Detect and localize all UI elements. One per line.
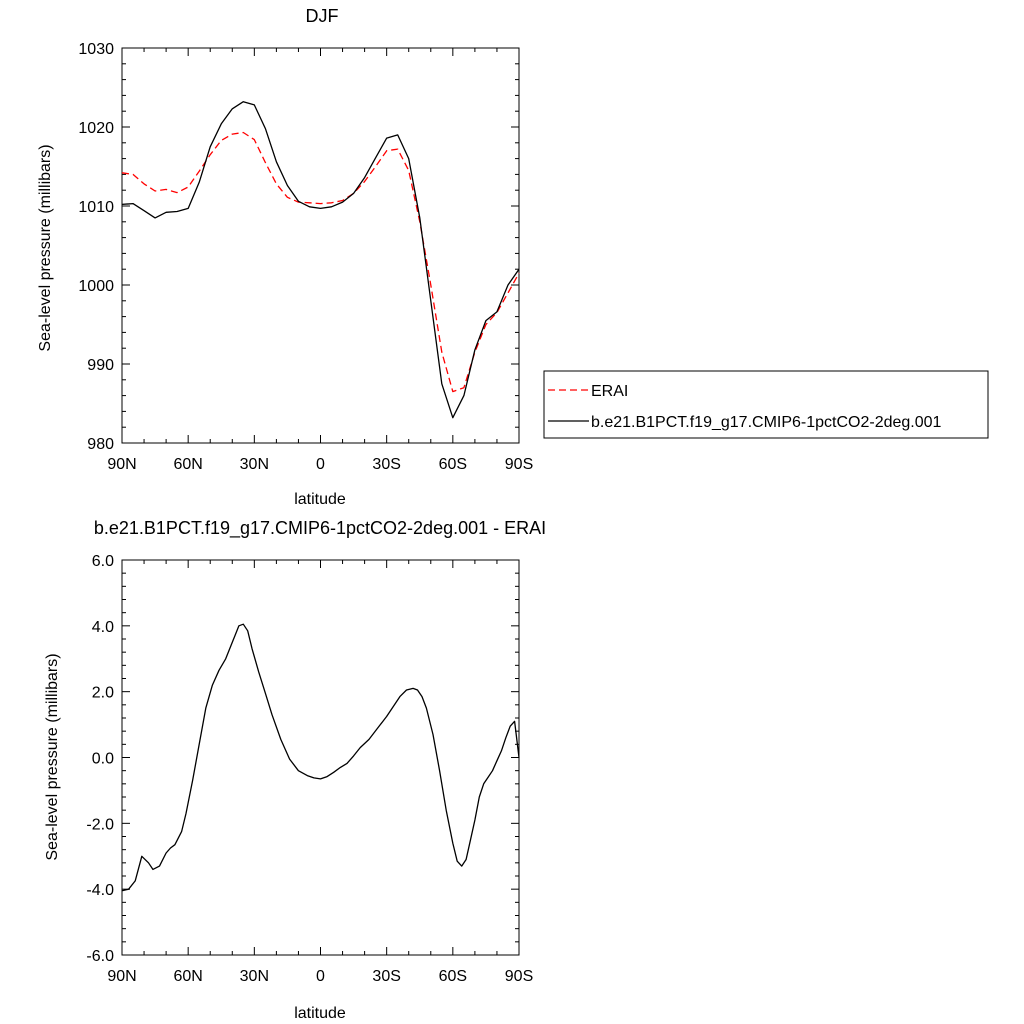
- panel-bottom-frame: [121, 559, 520, 956]
- panel-bottom-ytick-label: 6.0: [92, 553, 114, 570]
- panel-top-ylabel: Sea-level pressure (millibars): [37, 144, 54, 351]
- panel-top-xtick-label: 60N: [173, 456, 202, 473]
- panel-bottom-xtick-label: 90S: [505, 968, 533, 985]
- panel-bottom-ytick-label: 0.0: [92, 751, 114, 768]
- panel-bottom-ylabel: Sea-level pressure (millibars): [44, 653, 61, 860]
- panel-bottom-xtick-label: 30S: [372, 968, 400, 985]
- panel-top-xtick-label: 30N: [240, 456, 269, 473]
- legend-box: [543, 370, 989, 439]
- panel-bottom-xtick-label: 60N: [173, 968, 202, 985]
- panel-top-ytick-label: 990: [87, 357, 114, 374]
- panel-bottom-xlabel: latitude: [294, 1005, 346, 1022]
- panel-top-ytick-label: 980: [87, 436, 114, 453]
- panel-top-series: [121, 101, 520, 419]
- panel-bottom-ytick-label: 4.0: [92, 619, 114, 636]
- panel-top-xtick-label: 60S: [439, 456, 467, 473]
- panel-top-xtick-label: 0: [316, 456, 325, 473]
- panel-bottom: b.e21.B1PCT.f19_g17.CMIP6-1pctCO2-2deg.0…: [44, 518, 546, 1022]
- panel-top-xlabel: latitude: [294, 491, 346, 508]
- panel-top-ytick-label: 1000: [78, 278, 114, 295]
- panel-bottom-ytick-label: -4.0: [86, 882, 114, 899]
- panel-top-ytick-label: 1020: [78, 120, 114, 137]
- panel-bottom-xtick-label: 30N: [240, 968, 269, 985]
- panel-bottom-ytick-label: -2.0: [86, 816, 114, 833]
- legend-model-label: b.e21.B1PCT.f19_g17.CMIP6-1pctCO2-2deg.0…: [591, 414, 942, 431]
- legend: ERAI b.e21.B1PCT.f19_g17.CMIP6-1pctCO2-2…: [543, 370, 989, 439]
- panel-bottom-series-line-0: [121, 623, 520, 892]
- panel-bottom-title: b.e21.B1PCT.f19_g17.CMIP6-1pctCO2-2deg.0…: [94, 518, 546, 539]
- panel-bottom-series: [121, 623, 520, 892]
- panel-bottom-ticks: 90N 60N 30N 0 30S 60S 90S -6.0 -4.0 -2.0 0.0 2.0 4.0…: [86, 553, 533, 985]
- panel-top-series-line-1: [121, 101, 520, 419]
- panel-bottom-xtick-label: 60S: [439, 968, 467, 985]
- panel-top-xtick-label: 90N: [107, 456, 136, 473]
- panel-top-ytick-label: 1030: [78, 41, 114, 58]
- panel-bottom-ytick-label: 2.0: [92, 685, 114, 702]
- panel-top-ticks: 90N 60N 30N 0 30S 60S 90S 980 990 1000 1010 1020 103…: [78, 41, 533, 473]
- panel-top-series-line-0: [121, 131, 520, 393]
- legend-erai-label: ERAI: [591, 383, 628, 400]
- panel-bottom-ytick-label: -6.0: [86, 948, 114, 965]
- panel-top-ytick-label: 1010: [78, 199, 114, 216]
- panel-top-frame: [121, 47, 520, 444]
- panel-bottom-xtick-label: 0: [316, 968, 325, 985]
- panel-top-xtick-label: 90S: [505, 456, 533, 473]
- panel-top-xtick-label: 30S: [372, 456, 400, 473]
- panel-top-title: DJF: [306, 6, 339, 26]
- panel-bottom-xtick-label: 90N: [107, 968, 136, 985]
- panel-top: DJF 90N 60N 30N 0 30S 60S 90S 980 990 1000 1010 102…: [37, 6, 533, 508]
